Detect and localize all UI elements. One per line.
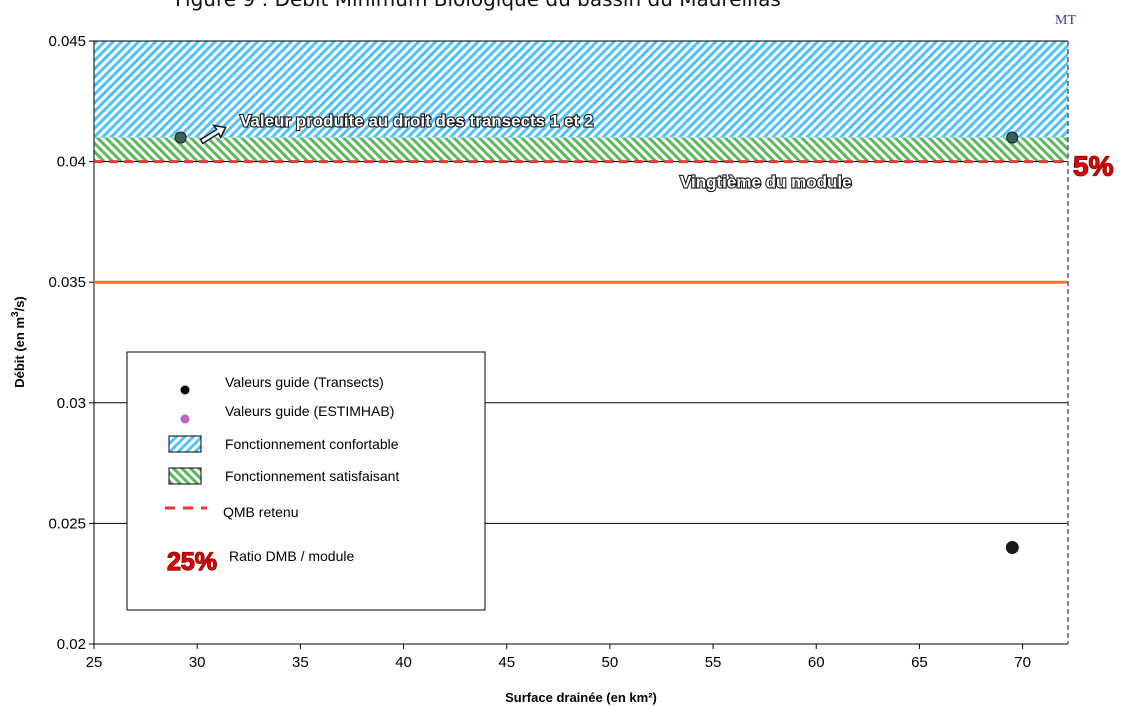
- y-tick-label: 0.045: [48, 33, 86, 50]
- x-tick-label: 65: [911, 654, 928, 671]
- chart-title: Figure 9 : Débit Minimum Biologique du b…: [175, 0, 781, 11]
- x-axis-title: Surface drainée (en km²): [505, 690, 657, 705]
- data-point-transect: [1005, 541, 1019, 555]
- y-tick-label: 0.025: [48, 515, 86, 532]
- legend-marker-hatch: [168, 435, 202, 453]
- legend-label: Ratio DMB / module: [229, 548, 354, 564]
- x-tick-label: 70: [1014, 654, 1031, 671]
- annotation-transects: Valeur produite au droit des transects 1…: [240, 111, 593, 130]
- plot-area: 0.02 0.025 0.03 0.035 0.04 0.045 25 30 35 40 45 50 5…: [48, 33, 1114, 671]
- y-tick-label: 0.035: [48, 274, 86, 291]
- x-tick-label: 55: [705, 654, 722, 671]
- y-axis-title: Débit (en m3/s): [10, 296, 27, 388]
- band-confortable: [94, 41, 1068, 138]
- x-tick-label: 45: [498, 654, 515, 671]
- annotation-arrow: [199, 124, 227, 145]
- x-tick-label: 40: [395, 654, 412, 671]
- x-tick-label: 35: [292, 654, 309, 671]
- ratio-5-percent: 5%: [1073, 151, 1114, 182]
- annotation-vingtieme: Vingtième du module: [680, 173, 852, 192]
- legend-label: Valeurs guide (Transects): [225, 374, 384, 390]
- x-tick-label: 50: [602, 654, 619, 671]
- y-tick-label: 0.03: [57, 395, 86, 412]
- legend-marker-pct: 25%: [167, 548, 217, 576]
- x-tick-label: 60: [808, 654, 825, 671]
- legend-label: QMB retenu: [223, 504, 298, 520]
- legend-label: Valeurs guide (ESTIMHAB): [225, 403, 394, 419]
- legend-label: Fonctionnement confortable: [225, 436, 399, 452]
- legend-marker-dot: [180, 385, 190, 395]
- x-tick-label: 25: [86, 654, 103, 671]
- y-tick-label: 0.02: [57, 636, 86, 653]
- legend-label: Fonctionnement satisfaisant: [225, 468, 399, 484]
- legend: Valeurs guide (Transects) Valeurs guide (…: [126, 351, 486, 611]
- y-tick-label: 0.04: [57, 154, 86, 171]
- legend-marker-dot: [180, 414, 190, 424]
- data-point-produced: [1006, 131, 1019, 144]
- legend-marker-hatch: [168, 467, 202, 485]
- data-point-produced: [174, 131, 187, 144]
- logo-text: MT: [1055, 13, 1076, 28]
- x-tick-label: 30: [189, 654, 206, 671]
- band-satisfaisant: [94, 137, 1068, 162]
